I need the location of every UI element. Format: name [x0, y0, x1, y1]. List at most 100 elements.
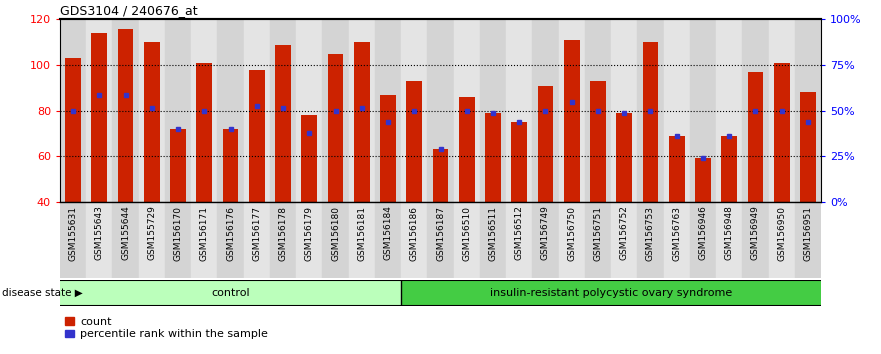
- Bar: [144, 42, 159, 202]
- Bar: [690, 202, 716, 278]
- Bar: [795, 202, 821, 278]
- Bar: [401, 202, 427, 278]
- Bar: [322, 19, 349, 202]
- Bar: [86, 202, 113, 278]
- Text: GSM156511: GSM156511: [488, 206, 498, 261]
- Text: GSM156750: GSM156750: [567, 206, 576, 261]
- Text: GSM156179: GSM156179: [305, 206, 314, 261]
- Text: GSM156763: GSM156763: [672, 206, 681, 261]
- Bar: [196, 63, 212, 202]
- Text: GSM156512: GSM156512: [515, 206, 523, 261]
- Bar: [590, 81, 606, 202]
- Text: GSM156951: GSM156951: [803, 206, 812, 261]
- Text: GSM156177: GSM156177: [252, 206, 262, 261]
- Bar: [722, 136, 737, 202]
- Bar: [65, 58, 81, 202]
- Bar: [354, 42, 370, 202]
- Bar: [170, 129, 186, 202]
- Bar: [506, 19, 532, 202]
- Text: GDS3104 / 240676_at: GDS3104 / 240676_at: [60, 4, 197, 17]
- Bar: [559, 19, 585, 202]
- Text: GSM156187: GSM156187: [436, 206, 445, 261]
- Bar: [322, 202, 349, 278]
- Text: control: control: [211, 288, 250, 298]
- Bar: [768, 19, 795, 202]
- Bar: [165, 19, 191, 202]
- Bar: [249, 70, 264, 202]
- Bar: [275, 45, 291, 202]
- Text: GSM156170: GSM156170: [174, 206, 182, 261]
- Text: GSM156948: GSM156948: [725, 206, 734, 261]
- Bar: [532, 19, 559, 202]
- Bar: [637, 19, 663, 202]
- Bar: [60, 202, 86, 278]
- Bar: [480, 19, 506, 202]
- Text: disease state ▶: disease state ▶: [2, 288, 83, 298]
- Bar: [585, 19, 611, 202]
- Legend: count, percentile rank within the sample: count, percentile rank within the sample: [65, 317, 268, 339]
- Bar: [191, 202, 218, 278]
- Bar: [296, 19, 322, 202]
- Bar: [380, 95, 396, 202]
- Text: GSM156751: GSM156751: [594, 206, 603, 261]
- Bar: [559, 202, 585, 278]
- Bar: [611, 19, 637, 202]
- Text: GSM156946: GSM156946: [699, 206, 707, 261]
- Bar: [223, 129, 239, 202]
- Bar: [406, 81, 422, 202]
- Bar: [349, 202, 375, 278]
- Text: GSM156950: GSM156950: [777, 206, 786, 261]
- Bar: [774, 63, 789, 202]
- Bar: [795, 19, 821, 202]
- Bar: [511, 122, 527, 202]
- Bar: [454, 19, 480, 202]
- Bar: [669, 136, 685, 202]
- Text: GSM156752: GSM156752: [619, 206, 629, 261]
- Bar: [427, 202, 454, 278]
- Bar: [459, 97, 475, 202]
- Bar: [480, 202, 506, 278]
- Text: GSM156176: GSM156176: [226, 206, 235, 261]
- Bar: [113, 202, 138, 278]
- Text: GSM156180: GSM156180: [331, 206, 340, 261]
- Bar: [433, 149, 448, 202]
- Bar: [138, 202, 165, 278]
- Text: GSM155729: GSM155729: [147, 206, 156, 261]
- Text: GSM156186: GSM156186: [410, 206, 418, 261]
- Bar: [270, 19, 296, 202]
- Bar: [60, 280, 401, 306]
- Text: GSM155631: GSM155631: [69, 206, 78, 261]
- Bar: [663, 202, 690, 278]
- Bar: [296, 202, 322, 278]
- Bar: [375, 19, 401, 202]
- Bar: [60, 19, 86, 202]
- Bar: [270, 202, 296, 278]
- Bar: [485, 113, 501, 202]
- Bar: [537, 86, 553, 202]
- Bar: [92, 33, 107, 202]
- Bar: [743, 19, 768, 202]
- Bar: [506, 202, 532, 278]
- Text: GSM156753: GSM156753: [646, 206, 655, 261]
- Bar: [585, 202, 611, 278]
- Bar: [401, 19, 427, 202]
- Bar: [113, 19, 138, 202]
- Bar: [532, 202, 559, 278]
- Bar: [349, 19, 375, 202]
- Bar: [743, 202, 768, 278]
- Bar: [218, 19, 244, 202]
- Bar: [138, 19, 165, 202]
- Bar: [165, 202, 191, 278]
- Bar: [748, 72, 763, 202]
- Bar: [617, 113, 632, 202]
- Bar: [800, 92, 816, 202]
- Bar: [637, 202, 663, 278]
- Text: GSM155643: GSM155643: [95, 206, 104, 261]
- Bar: [642, 42, 658, 202]
- Bar: [716, 19, 743, 202]
- Text: GSM156749: GSM156749: [541, 206, 550, 261]
- Bar: [564, 40, 580, 202]
- Bar: [427, 19, 454, 202]
- Bar: [454, 202, 480, 278]
- Text: insulin-resistant polycystic ovary syndrome: insulin-resistant polycystic ovary syndr…: [490, 288, 732, 298]
